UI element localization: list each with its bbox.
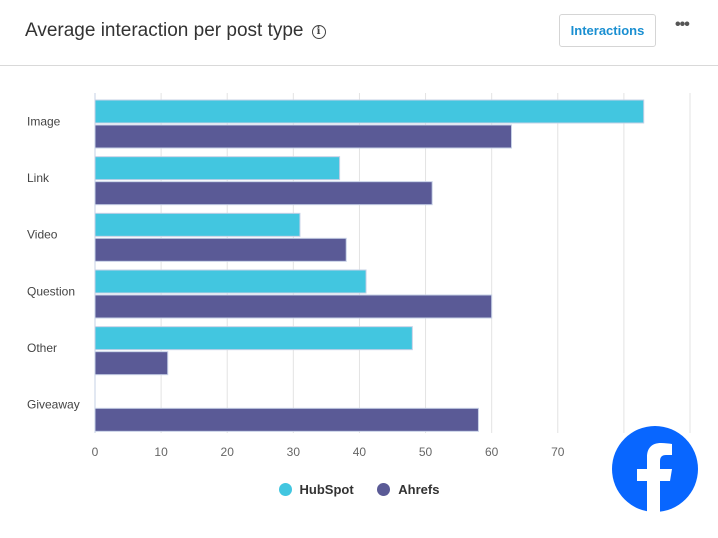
bar-ahrefs xyxy=(94,181,433,206)
y-category-label: Link xyxy=(27,171,50,185)
y-category-label: Giveaway xyxy=(27,398,80,412)
x-tick-label: 10 xyxy=(154,445,168,459)
bar-hubspot xyxy=(94,156,341,181)
x-tick-label: 30 xyxy=(287,445,301,459)
y-category-label: Image xyxy=(27,114,61,128)
legend-label: HubSpot xyxy=(299,482,354,497)
bar-ahrefs xyxy=(94,124,512,149)
legend-item-hubspot[interactable]: HubSpot xyxy=(278,482,354,497)
x-tick-label: 50 xyxy=(419,445,433,459)
bar-hubspot xyxy=(94,269,367,294)
chart-title: Average interaction per post type i xyxy=(25,20,326,42)
x-tick-label: 60 xyxy=(485,445,499,459)
y-category-label: Other xyxy=(27,341,57,355)
legend-dot-hubspot xyxy=(278,483,292,496)
x-tick-label: 70 xyxy=(551,445,565,459)
bar-ahrefs xyxy=(94,407,479,432)
interactions-button[interactable]: Interactions xyxy=(559,14,656,47)
title-text: Average interaction per post type xyxy=(25,20,304,41)
legend-item-ahrefs[interactable]: Ahrefs xyxy=(377,482,439,497)
card-header: Average interaction per post type i Inter… xyxy=(0,0,718,66)
bar-hubspot xyxy=(94,212,301,237)
bar-ahrefs xyxy=(94,237,347,262)
x-tick-label: 0 xyxy=(92,445,99,459)
y-category-label: Video xyxy=(27,228,58,242)
y-category-label: Question xyxy=(27,284,75,298)
facebook-logo-icon xyxy=(612,426,698,512)
x-tick-label: 40 xyxy=(353,445,367,459)
legend: HubSpot Ahrefs xyxy=(0,482,718,499)
info-icon[interactable]: i xyxy=(311,25,326,39)
bar-ahrefs xyxy=(94,351,169,376)
legend-dot-ahrefs xyxy=(377,483,391,496)
bar-hubspot xyxy=(94,326,413,351)
x-tick-label: 20 xyxy=(221,445,235,459)
legend-label: Ahrefs xyxy=(398,482,440,497)
bar-hubspot xyxy=(94,99,645,124)
more-options-icon[interactable]: ••• xyxy=(675,16,690,33)
bar-ahrefs xyxy=(94,294,493,319)
